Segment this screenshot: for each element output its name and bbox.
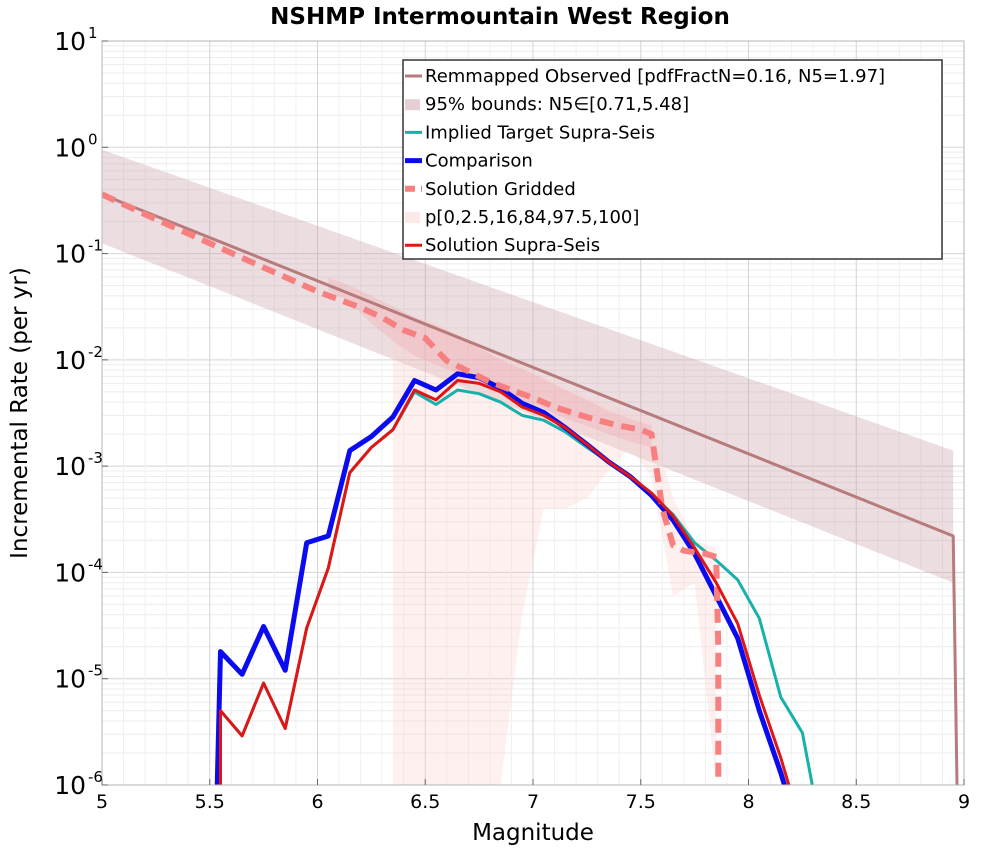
y-tick-exponent: -5 — [88, 662, 103, 680]
legend-swatch — [405, 212, 420, 223]
legend-label: Solution Supra-Seis — [425, 235, 600, 256]
x-tick-label: 7 — [527, 791, 539, 813]
legend-label: Implied Target Supra-Seis — [425, 122, 655, 143]
x-tick-label: 5.5 — [195, 791, 225, 813]
plot-area — [102, 149, 959, 785]
y-tick-exponent: -6 — [88, 768, 103, 786]
x-tick-label: 5 — [96, 791, 108, 813]
y-tick-label: 10 — [54, 133, 86, 162]
legend-label: Solution Gridded — [425, 179, 576, 200]
legend-swatch — [405, 99, 420, 111]
x-tick-label: 6.5 — [410, 791, 440, 813]
x-tick-label: 6 — [311, 791, 323, 813]
legend-box — [402, 59, 943, 260]
y-tick-exponent: -2 — [88, 343, 103, 361]
y-tick-label: 10 — [54, 558, 86, 587]
y-tick-label: 10 — [54, 346, 86, 375]
x-tick-label: 9 — [958, 791, 970, 813]
y-tick-label: 10 — [54, 240, 86, 269]
band-area — [392, 309, 717, 785]
series-line — [219, 379, 791, 785]
legend-label: 95% bounds: N5∈[0.71,5.48] — [425, 94, 689, 115]
x-axis-ticks: 5 5.5 6 6.5 7 7.5 8 8.5 9 — [96, 779, 970, 813]
y-tick-exponent: -1 — [88, 237, 103, 255]
band-area — [328, 277, 652, 448]
legend-label: Comparison — [425, 151, 533, 172]
y-tick-label: 10 — [54, 27, 86, 56]
x-tick-label: 7.5 — [626, 791, 656, 813]
y-tick-exponent: 0 — [88, 130, 98, 148]
y-tick-label: 10 — [54, 771, 86, 800]
x-axis-label: Magnitude — [472, 820, 594, 846]
x-tick-label: 8 — [742, 791, 754, 813]
series-line — [102, 191, 722, 785]
y-tick-label: 10 — [54, 452, 86, 481]
legend-label: p[0,2.5,16,84,97.5,100] — [425, 207, 639, 228]
y-axis-label: Incremental Rate (per yr) — [7, 267, 33, 559]
legend-label: Remmapped Observed [pdfFractN=0.16, N5=1… — [425, 66, 885, 87]
y-tick-exponent: -3 — [88, 449, 103, 467]
y-tick-exponent: -4 — [88, 555, 103, 573]
x-tick-label: 8.5 — [841, 791, 871, 813]
legend: Remmapped Observed [pdfFractN=0.16, N5=1… — [402, 59, 943, 260]
series-line — [102, 193, 959, 785]
y-tick-exponent: 1 — [88, 24, 98, 42]
chart-title: NSHMP Intermountain West Region — [270, 4, 730, 30]
y-tick-label: 10 — [54, 665, 86, 694]
